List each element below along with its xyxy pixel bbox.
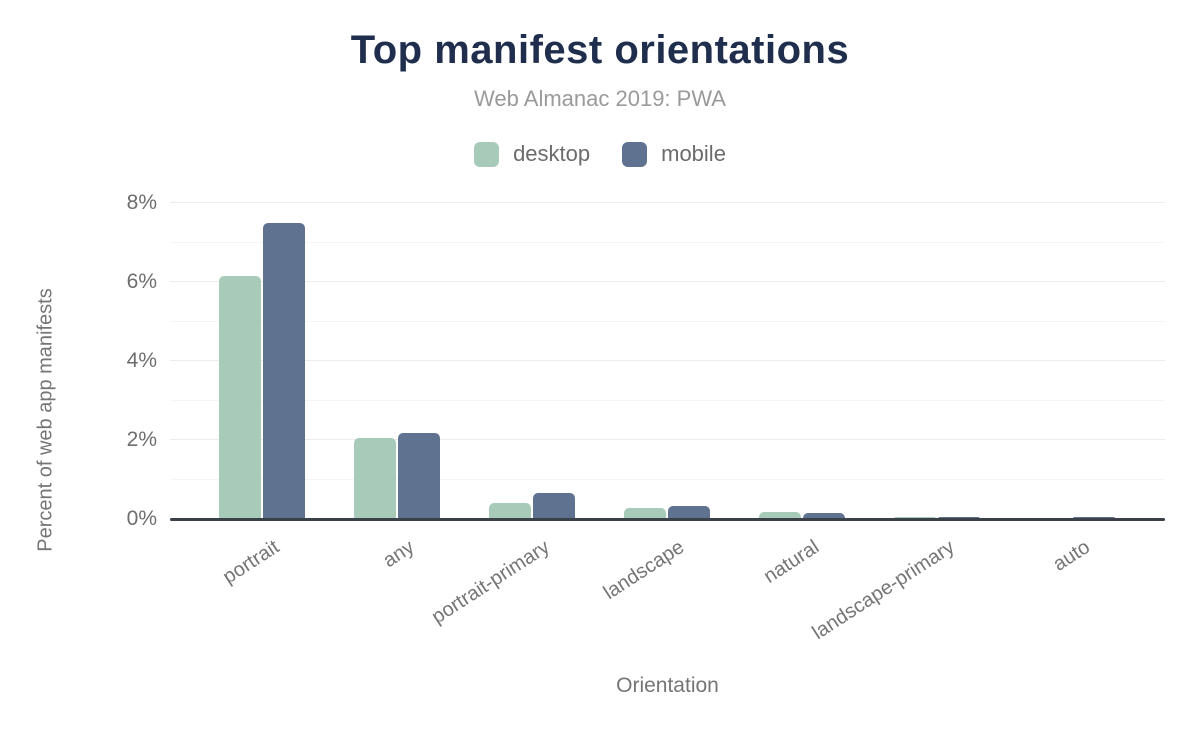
x-axis-label-any: any [379, 536, 419, 573]
bar-desktop-any[interactable] [353, 437, 396, 519]
legend-item-desktop[interactable]: desktop [474, 141, 590, 167]
y-tick-label-8%: 8% [126, 191, 157, 214]
legend-item-mobile[interactable]: mobile [622, 141, 726, 167]
x-axis-title: Orientation [616, 674, 719, 697]
x-axis-label-portrait-primary: portrait-primary [427, 536, 554, 629]
gridline-2 [170, 439, 1165, 440]
chart-subtitle: Web Almanac 2019: PWA [474, 86, 726, 111]
x-axis-label-landscape: landscape [600, 536, 689, 605]
gridline-3 [170, 399, 1165, 401]
bar-mobile-portrait[interactable] [262, 223, 305, 519]
desktop-series-swatch [474, 141, 500, 167]
x-axis-label-landscape-primary: landscape-primary [808, 536, 959, 645]
bar-mobile-any[interactable] [397, 432, 440, 519]
gridline-4 [170, 360, 1165, 361]
y-tick-label-0%: 0% [126, 507, 157, 530]
gridline-8 [170, 202, 1165, 203]
plot-area [170, 202, 1165, 519]
y-tick-label-2%: 2% [126, 428, 157, 451]
bar-desktop-natural[interactable] [758, 512, 801, 519]
x-axis-label-auto: auto [1048, 536, 1094, 576]
x-axis-line [170, 518, 1165, 521]
bar-desktop-landscape[interactable] [623, 507, 666, 519]
gridline-1 [170, 478, 1165, 480]
bar-mobile-portrait-primary[interactable] [532, 493, 575, 519]
chart-title: Top manifest orientations [350, 28, 850, 72]
y-tick-label-4%: 4% [126, 349, 157, 372]
x-axis-label-portrait: portrait [219, 536, 284, 589]
legend-label-mobile: mobile [661, 141, 726, 166]
y-tick-label-6%: 6% [126, 270, 157, 293]
legend-label-desktop: desktop [513, 141, 591, 166]
bar-desktop-portrait-primary[interactable] [488, 502, 531, 519]
mobile-series-swatch [622, 141, 648, 167]
bar-mobile-landscape[interactable] [667, 505, 710, 519]
legend: desktop mobile [0, 141, 1200, 167]
x-axis-label-natural: natural [760, 536, 824, 588]
gridline-6 [170, 281, 1165, 282]
gridline-7 [170, 241, 1165, 243]
bar-desktop-portrait[interactable] [218, 276, 261, 519]
gridline-5 [170, 320, 1165, 322]
bar-mobile-natural[interactable] [802, 512, 845, 519]
